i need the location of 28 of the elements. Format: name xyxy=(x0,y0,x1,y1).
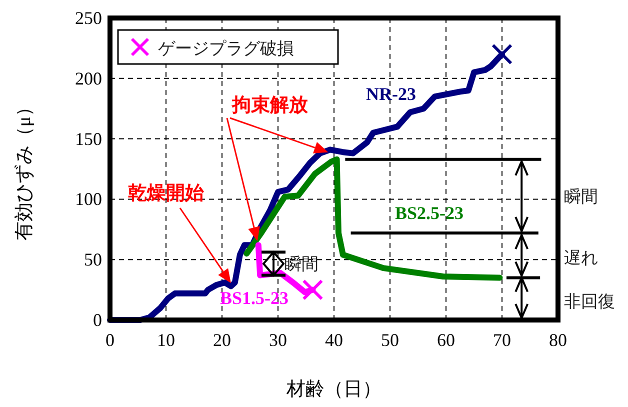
x-axis-title: 材齢（日） xyxy=(286,379,382,400)
y-tick-label: 150 xyxy=(75,128,102,149)
y-tick-label: 0 xyxy=(93,310,102,330)
legend: ゲージプラグ破損 xyxy=(117,29,339,65)
x-tick-label: 30 xyxy=(269,330,287,350)
series-label: BS1.5-23 xyxy=(220,288,289,308)
series-label: NR-23 xyxy=(366,84,416,104)
x-tick-label: 40 xyxy=(325,330,343,350)
y-tick-label: 50 xyxy=(84,250,102,270)
y-tick-label: 250 xyxy=(75,8,102,28)
y-tick-label: 100 xyxy=(75,189,102,210)
legend-label: ゲージプラグ破損 xyxy=(158,39,294,58)
x-tick-label: 20 xyxy=(213,330,231,350)
text: 非回復 xyxy=(564,292,615,311)
x-tick-label: 80 xyxy=(549,330,567,350)
x-tick-label: 50 xyxy=(381,330,399,350)
annotation: 乾燥開始 xyxy=(128,183,205,204)
y-axis-title: 有効ひずみ（μ） xyxy=(14,97,35,241)
annotation: 瞬間 xyxy=(284,254,319,274)
y-tick-label: 200 xyxy=(75,68,102,88)
x-tick-label: 0 xyxy=(106,330,114,350)
text: BS2.5-23 xyxy=(395,203,464,223)
text: 瞬間 xyxy=(564,187,598,206)
text: 遅れ xyxy=(564,248,598,268)
annotation: 拘束解放 xyxy=(231,94,309,116)
x-tick-label: 60 xyxy=(437,330,455,350)
x-tick-label: 70 xyxy=(493,330,511,350)
x-tick-label: 10 xyxy=(157,330,175,350)
